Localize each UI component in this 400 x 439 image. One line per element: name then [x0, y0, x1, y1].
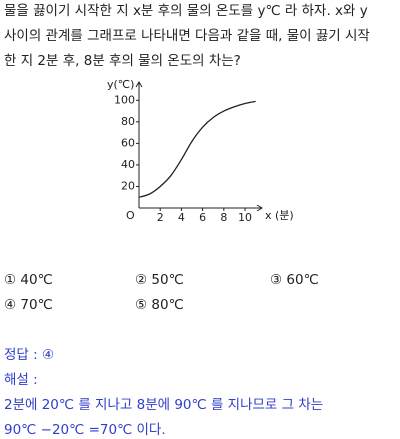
- question-line: 한 지 2분 후, 8분 후의 물의 온도의 차는?: [4, 53, 241, 69]
- temperature-curve: [138, 100, 256, 198]
- choice[interactable]: ① 40℃: [4, 272, 53, 288]
- y-tick-label: 60: [121, 136, 135, 149]
- y-tick-label: 20: [121, 179, 135, 192]
- chart: y(℃) x (분) O 20 40 60 80 100 2 4 6 8 10: [107, 78, 294, 224]
- x-tick-label: 2: [157, 211, 164, 224]
- x-axis-label: x (분): [265, 209, 294, 222]
- choice[interactable]: ② 50℃: [135, 272, 184, 288]
- choice[interactable]: ⑤ 80℃: [135, 297, 184, 313]
- origin-label: O: [126, 209, 135, 222]
- y-tick-label: 100: [114, 93, 135, 106]
- x-tick-label: 6: [199, 211, 206, 224]
- x-tick-label: 10: [238, 211, 252, 224]
- choice[interactable]: ③ 60℃: [270, 272, 319, 288]
- y-tick-label: 40: [121, 158, 135, 171]
- answer-line: 해설 :: [4, 372, 38, 388]
- question-line: 물을 끓이기 시작한 지 x분 후의 물의 온도를 y℃ 라 하자. x와 y: [4, 3, 368, 19]
- y-tick-label: 80: [121, 115, 135, 128]
- x-tick-label: 8: [220, 211, 227, 224]
- answer-line: 2분에 20℃ 를 지나고 8분에 90℃ 를 지나므로 그 차는: [4, 397, 324, 413]
- question-line: 사이의 관계를 그래프로 나타내면 다음과 같을 때, 물이 끓기 시작: [4, 28, 370, 44]
- y-axis-label: y(℃): [107, 78, 134, 91]
- y-arrow: [135, 81, 143, 88]
- answer-line: 90℃ −20℃ =70℃ 이다.: [4, 422, 166, 438]
- choice[interactable]: ④ 70℃: [4, 297, 53, 313]
- x-arrow: [256, 204, 263, 212]
- answer-line: 정답 : ④: [4, 347, 55, 363]
- x-tick-label: 4: [178, 211, 185, 224]
